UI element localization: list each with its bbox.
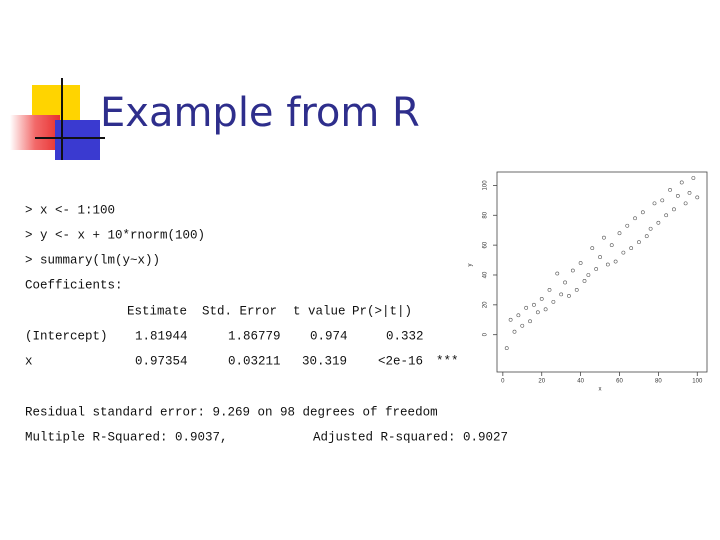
point [563, 280, 567, 285]
slide-title: Example from R [100, 90, 420, 136]
console-line: Multiple R-Squared: 0.9037, [25, 430, 228, 444]
y-tick-label: 40 [483, 271, 489, 278]
point [652, 201, 657, 206]
point [547, 288, 552, 292]
point [668, 188, 672, 192]
point [683, 201, 688, 206]
table-header: Estimate [127, 304, 187, 318]
point [629, 246, 634, 251]
y-axis-label: y [468, 264, 474, 267]
console-line: Adjusted R-squared: 0.9027 [313, 430, 508, 444]
table-cell: 1.86779 [228, 329, 281, 343]
point [621, 250, 626, 255]
point [539, 296, 544, 301]
point [656, 220, 661, 225]
table-cell: (Intercept) [25, 329, 108, 343]
x-tick-label: 80 [655, 379, 662, 385]
deco-red [10, 115, 60, 150]
table-cell: 0.97354 [135, 354, 188, 368]
console-line: > summary(lm(y~x)) [25, 253, 160, 267]
y-tick-label: 80 [483, 211, 489, 218]
point [660, 198, 665, 203]
point [617, 231, 622, 236]
point [602, 235, 606, 240]
point [551, 299, 556, 304]
point [578, 261, 583, 265]
point [664, 213, 669, 218]
plot-frame [496, 171, 708, 373]
point [559, 292, 564, 297]
point [570, 268, 575, 273]
point [555, 271, 560, 276]
table-header: Pr(>|t|) [352, 304, 412, 318]
console-line: Residual standard error: 9.269 on 98 deg… [25, 405, 438, 419]
point [528, 319, 532, 324]
point [675, 193, 680, 198]
point [512, 329, 517, 334]
y-tick-label: 0 [483, 332, 489, 336]
table-header: t value [293, 304, 346, 318]
y-tick-label: 100 [483, 180, 489, 191]
point [594, 267, 599, 271]
point [637, 240, 641, 245]
table-cell: <2e-16 [378, 354, 423, 368]
point [524, 305, 529, 310]
table-cell: 1.81944 [135, 329, 188, 343]
point [609, 243, 614, 248]
point [598, 255, 602, 259]
y-tick-label: 60 [483, 241, 489, 248]
point [520, 323, 525, 328]
point [605, 262, 610, 267]
point [567, 293, 571, 298]
point [504, 346, 509, 351]
table-cell: 30.319 [302, 354, 347, 368]
point [672, 207, 676, 212]
point [574, 288, 579, 292]
point [633, 216, 637, 221]
table-cell: x [25, 354, 33, 368]
point [695, 195, 700, 200]
console-line: > y <- x + 10*rnorm(100) [25, 228, 205, 242]
point [543, 307, 548, 312]
point [625, 223, 630, 228]
point [590, 246, 595, 251]
x-tick-label: 40 [577, 379, 584, 385]
table-header: Std. Error [202, 304, 277, 318]
point [535, 310, 540, 315]
point [679, 180, 684, 185]
console-line: Coefficients: [25, 278, 123, 292]
point [648, 226, 653, 231]
point [640, 210, 645, 215]
y-tick-label: 20 [483, 301, 489, 308]
point [582, 279, 587, 283]
x-tick-label: 20 [538, 379, 545, 385]
x-tick-label: 100 [692, 379, 703, 385]
console-line: > x <- 1:100 [25, 203, 115, 217]
point [508, 317, 513, 322]
point [516, 313, 521, 318]
point [532, 302, 536, 307]
point [691, 176, 696, 180]
point [586, 273, 591, 277]
x-tick-label: 0 [501, 379, 505, 385]
table-cell: 0.332 [386, 329, 424, 343]
x-tick-label: 60 [616, 379, 623, 385]
point [687, 190, 692, 195]
table-cell: 0.03211 [228, 354, 281, 368]
table-cell: 0.974 [310, 329, 348, 343]
point [613, 259, 618, 264]
x-axis-label: x [599, 387, 602, 393]
point [644, 234, 649, 239]
table-cell: *** [436, 354, 459, 368]
